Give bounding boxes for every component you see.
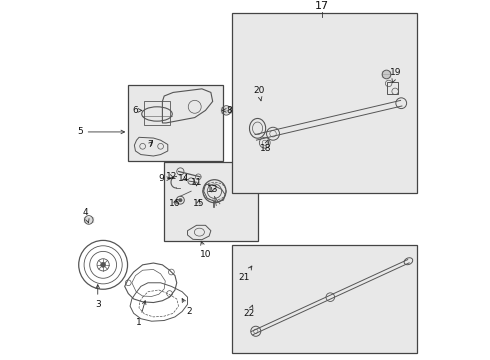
Text: 13: 13 xyxy=(207,185,219,194)
Text: 19: 19 xyxy=(390,68,402,83)
Text: 4: 4 xyxy=(82,208,89,223)
Text: 1: 1 xyxy=(136,301,146,327)
Circle shape xyxy=(100,262,105,267)
Circle shape xyxy=(178,198,182,202)
Text: 7: 7 xyxy=(147,140,153,149)
Bar xyxy=(232,13,417,193)
Text: 12: 12 xyxy=(166,172,177,181)
Text: 17: 17 xyxy=(315,1,329,11)
Text: 6: 6 xyxy=(133,106,142,115)
Bar xyxy=(232,245,417,353)
Text: 8: 8 xyxy=(222,106,232,115)
Text: 22: 22 xyxy=(244,305,255,318)
Bar xyxy=(164,162,258,242)
Text: 11: 11 xyxy=(191,178,202,187)
Text: 15: 15 xyxy=(193,199,204,208)
Text: 2: 2 xyxy=(182,298,192,316)
Bar xyxy=(128,85,223,161)
Text: 14: 14 xyxy=(178,174,190,183)
Text: 21: 21 xyxy=(238,266,252,282)
Text: 10: 10 xyxy=(200,242,211,258)
Text: 5: 5 xyxy=(77,127,124,136)
Text: 18: 18 xyxy=(260,140,271,153)
Text: 9: 9 xyxy=(159,174,171,183)
Text: 20: 20 xyxy=(253,86,264,101)
Text: 16: 16 xyxy=(169,199,181,208)
Bar xyxy=(145,102,170,125)
Text: 3: 3 xyxy=(95,285,100,309)
